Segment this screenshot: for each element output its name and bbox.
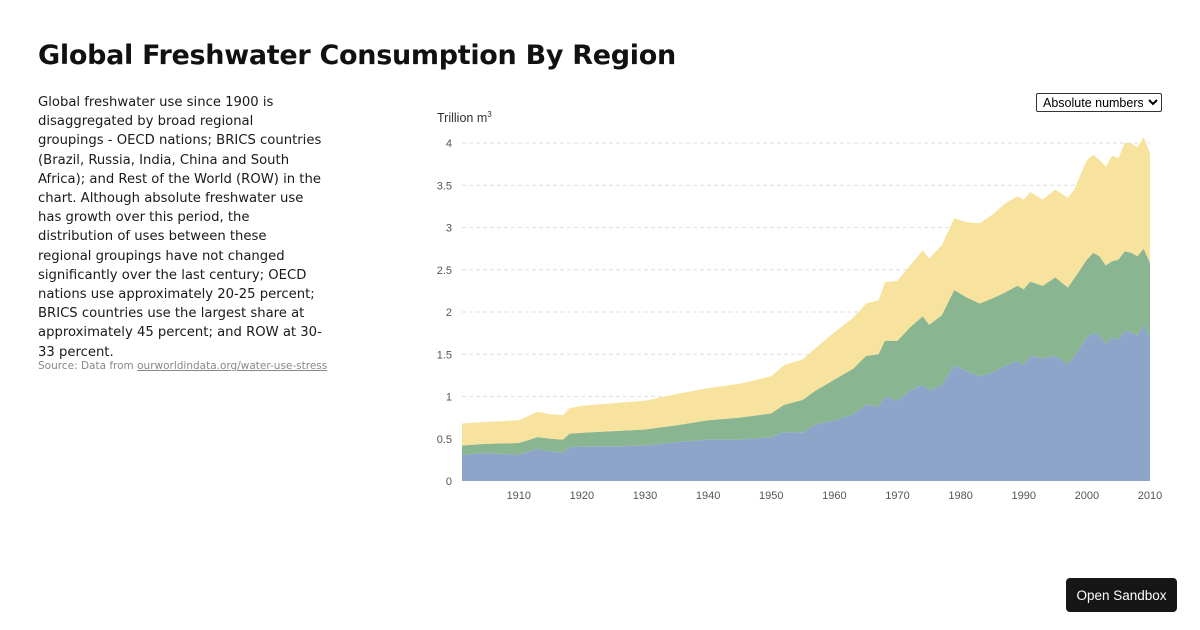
source-note: Source: Data from ourworldindata.org/wat… <box>38 360 327 372</box>
x-tick-label: 1920 <box>570 490 594 502</box>
area-series-2 <box>462 248 1150 455</box>
y-tick-label: 2 <box>446 307 452 319</box>
y-tick-label: 2.5 <box>437 265 452 277</box>
y-tick-label: 0 <box>446 476 452 488</box>
page-title: Global Freshwater Consumption By Region <box>38 40 676 71</box>
area-series-3 <box>462 137 1150 446</box>
x-tick-label: 1990 <box>1012 490 1036 502</box>
x-tick-label: 1960 <box>822 490 846 502</box>
y-axis-label: Trillion m3 <box>437 110 492 125</box>
y-tick-label: 0.5 <box>437 434 452 446</box>
y-tick-label: 1.5 <box>437 349 452 361</box>
chart: Trillion m3 0 0.5 1 1.5 2 2.5 3 3.5 4 1910 1920 193… <box>437 110 1163 502</box>
x-tick-label: 2010 <box>1138 490 1162 502</box>
y-tick-label: 1 <box>446 392 452 404</box>
x-tick-label: 1950 <box>759 490 783 502</box>
source-prefix: Source: Data from <box>38 360 138 372</box>
y-tick-label: 3 <box>446 223 452 235</box>
mode-select[interactable]: Absolute numbers <box>1036 93 1162 112</box>
area-series-1 <box>462 324 1150 481</box>
open-sandbox-button[interactable]: Open Sandbox <box>1066 578 1177 612</box>
x-tick-label: 2000 <box>1075 490 1099 502</box>
x-tick-label: 1910 <box>507 490 531 502</box>
source-link[interactable]: ourworldindata.org/water-use-stress <box>137 360 328 372</box>
description: Global freshwater use since 1900 is disa… <box>38 95 322 360</box>
x-tick-label: 1980 <box>948 490 972 502</box>
x-tick-label: 1970 <box>885 490 909 502</box>
x-tick-label: 1930 <box>633 490 657 502</box>
y-tick-label: 3.5 <box>437 180 452 192</box>
x-tick-label: 1940 <box>696 490 720 502</box>
y-tick-label: 4 <box>446 138 452 150</box>
